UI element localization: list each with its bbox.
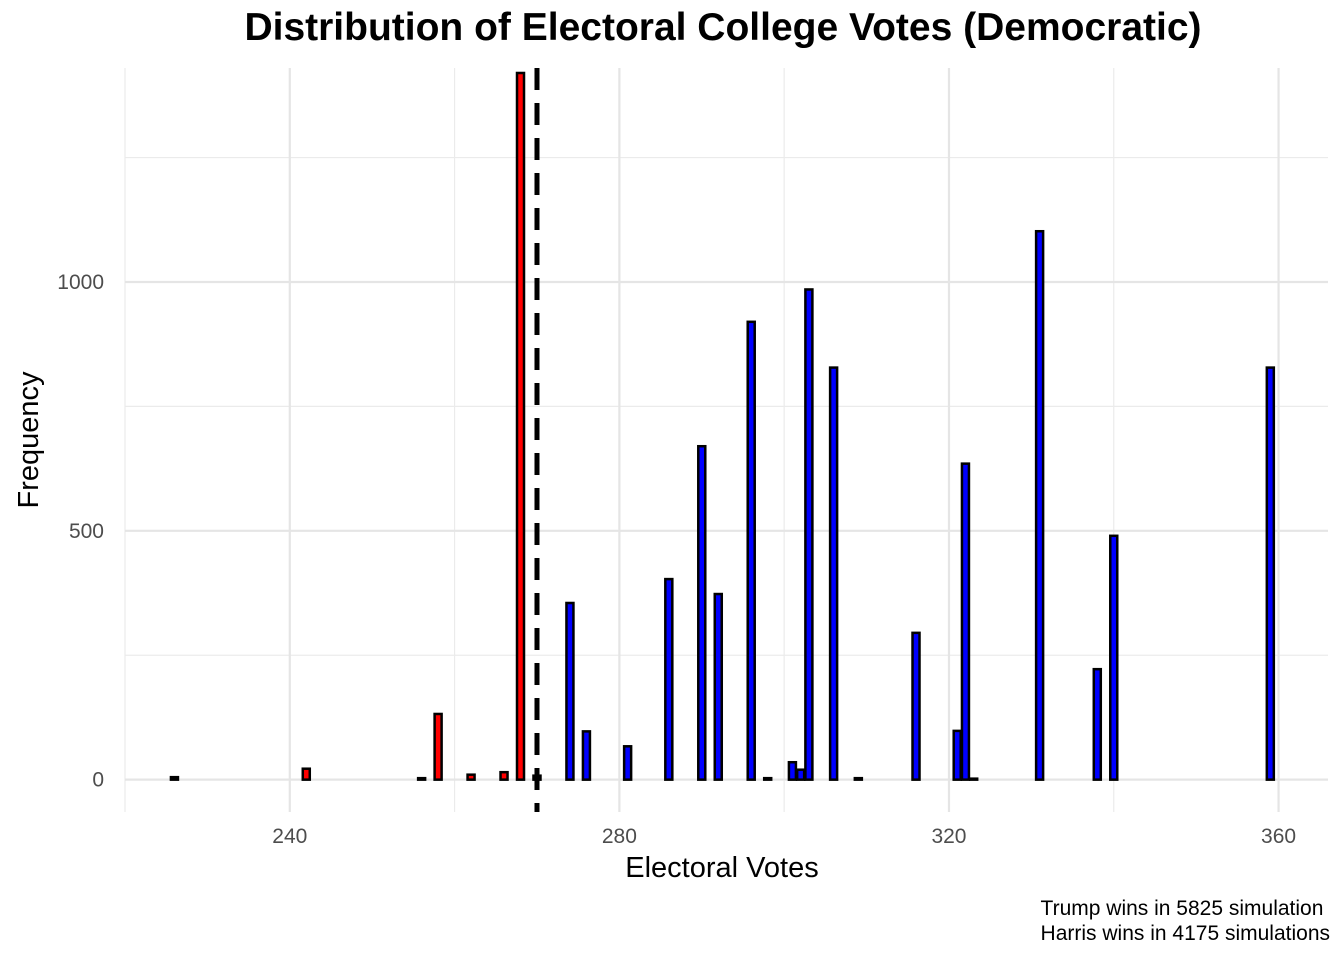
- bar: [960, 462, 971, 781]
- bar: [581, 730, 592, 781]
- caption: Trump wins in 5825 simulation Harris win…: [1041, 896, 1330, 946]
- bar: [1265, 366, 1276, 781]
- bar: [828, 366, 839, 781]
- bar: [1109, 534, 1119, 781]
- bar: [804, 288, 814, 781]
- minor-gridlines: [124, 68, 1328, 812]
- bar: [952, 729, 962, 781]
- x-tick-label: 240: [272, 825, 307, 848]
- bar: [713, 592, 724, 781]
- x-tick-label: 280: [602, 825, 637, 848]
- bar: [664, 577, 674, 781]
- y-tick-labels: 0 500 1000: [57, 271, 104, 792]
- major-gridlines: [125, 68, 1328, 812]
- bar: [762, 776, 773, 781]
- caption-line-trump: Trump wins in 5825 simulation: [1040, 897, 1324, 920]
- caption-line-harris: Harris wins in 4175 simulations: [1040, 922, 1330, 945]
- bars: [169, 71, 1276, 781]
- bar: [499, 770, 509, 781]
- bar: [1034, 229, 1045, 781]
- bar: [433, 712, 443, 781]
- x-tick-label: 360: [1261, 825, 1296, 848]
- y-tick-label: 500: [69, 520, 104, 543]
- x-tick-label: 320: [931, 825, 966, 848]
- y-tick-label: 0: [92, 769, 104, 792]
- y-tick-label: 1000: [57, 271, 104, 294]
- bar: [787, 760, 798, 781]
- bar: [622, 745, 633, 781]
- bar: [466, 773, 476, 781]
- x-tick-labels: 240 280 320 360: [272, 825, 1296, 848]
- bar: [301, 767, 312, 781]
- bar: [746, 320, 756, 781]
- bar: [853, 776, 864, 781]
- y-axis-label: Frequency: [13, 371, 45, 509]
- bar: [697, 444, 707, 781]
- bar: [1092, 667, 1103, 781]
- bar: [565, 601, 575, 781]
- bar: [911, 631, 921, 781]
- bar: [968, 777, 979, 781]
- bar: [515, 71, 526, 781]
- bar: [169, 775, 180, 781]
- bar: [795, 768, 806, 781]
- bar: [416, 776, 427, 781]
- chart-title: Distribution of Electoral College Votes …: [244, 6, 1202, 49]
- x-axis-label: Electoral Votes: [625, 852, 818, 884]
